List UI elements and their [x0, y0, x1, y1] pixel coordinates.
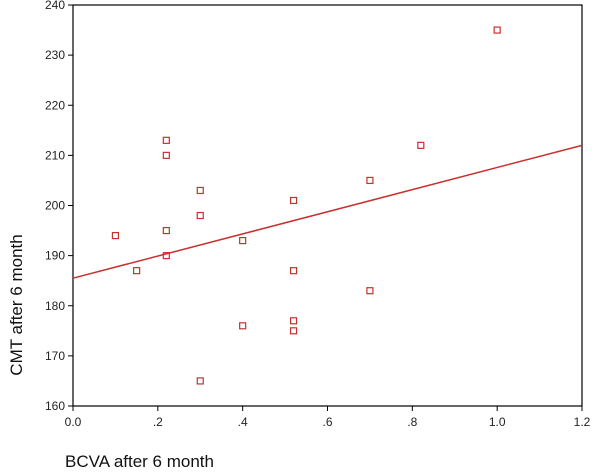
data-point [197, 378, 203, 384]
data-point [163, 137, 169, 143]
data-point [197, 187, 203, 193]
y-tick-label: 230 [45, 48, 65, 62]
data-point [291, 318, 297, 324]
data-point [291, 197, 297, 203]
x-tick-label: .6 [322, 415, 332, 429]
y-tick-label: 200 [45, 199, 65, 213]
x-tick-label: .2 [153, 415, 163, 429]
data-point [291, 268, 297, 274]
y-axis: 160 170 180 190 200 210 220 230 240 [45, 0, 73, 413]
data-point [163, 228, 169, 234]
y-tick-label: 220 [45, 98, 65, 112]
data-point [494, 27, 500, 33]
x-tick-label: 1.2 [574, 415, 591, 429]
data-points [112, 27, 500, 384]
data-point [367, 177, 373, 183]
data-point [291, 328, 297, 334]
data-point [163, 152, 169, 158]
fit-line [73, 145, 582, 278]
y-tick-label: 160 [45, 399, 65, 413]
x-axis: 0.0 .2 .4 .6 .8 1.0 1.2 [65, 406, 591, 429]
plot-frame [73, 5, 582, 406]
data-point [240, 323, 246, 329]
fit-line-group [73, 145, 582, 278]
y-axis-label: CMT after 6 month [7, 234, 26, 375]
y-tick-label: 210 [45, 148, 65, 162]
plot-area [73, 5, 582, 406]
data-point [134, 268, 140, 274]
x-axis-label: BCVA after 6 month [65, 452, 214, 471]
data-point [240, 238, 246, 244]
data-point [367, 288, 373, 294]
x-tick-label: 1.0 [489, 415, 506, 429]
x-tick-label: .4 [238, 415, 248, 429]
x-tick-label: 0.0 [65, 415, 82, 429]
data-point [418, 142, 424, 148]
y-tick-label: 190 [45, 249, 65, 263]
data-point [112, 233, 118, 239]
data-point [197, 213, 203, 219]
y-tick-label: 240 [45, 0, 65, 12]
y-tick-label: 180 [45, 299, 65, 313]
x-tick-label: .8 [407, 415, 417, 429]
y-tick-label: 170 [45, 349, 65, 363]
